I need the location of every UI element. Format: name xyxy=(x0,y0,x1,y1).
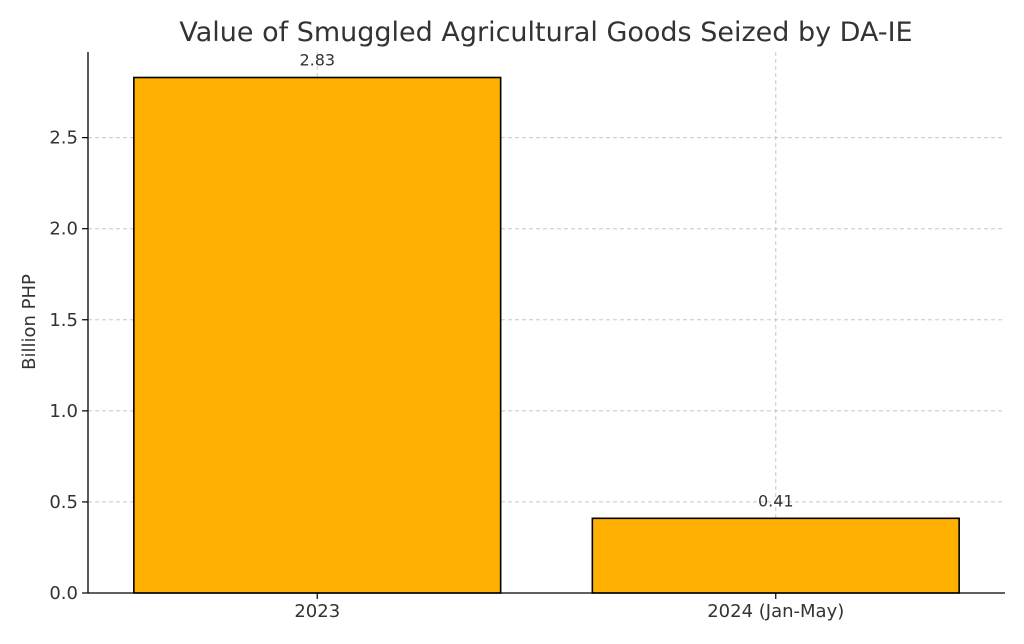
bar-value-label: 0.41 xyxy=(758,491,794,510)
y-tick-label: 1.5 xyxy=(49,310,78,331)
y-tick-label: 1.0 xyxy=(49,401,78,422)
bar-value-label: 2.83 xyxy=(299,51,335,70)
x-tick-label: 2024 (Jan-May) xyxy=(707,601,844,622)
x-tick-label: 2023 xyxy=(294,601,340,622)
y-tick-label: 0.5 xyxy=(49,492,78,513)
bar-first xyxy=(133,76,502,594)
chart-title: Value of Smuggled Agricultural Goods Sei… xyxy=(179,17,912,48)
bar-second xyxy=(591,517,960,594)
y-tick-label: 0.0 xyxy=(49,583,78,604)
y-tick-label: 2.5 xyxy=(49,128,78,149)
y-tick-label: 2.0 xyxy=(49,219,78,240)
y-axis-label: Billion PHP xyxy=(19,274,40,370)
